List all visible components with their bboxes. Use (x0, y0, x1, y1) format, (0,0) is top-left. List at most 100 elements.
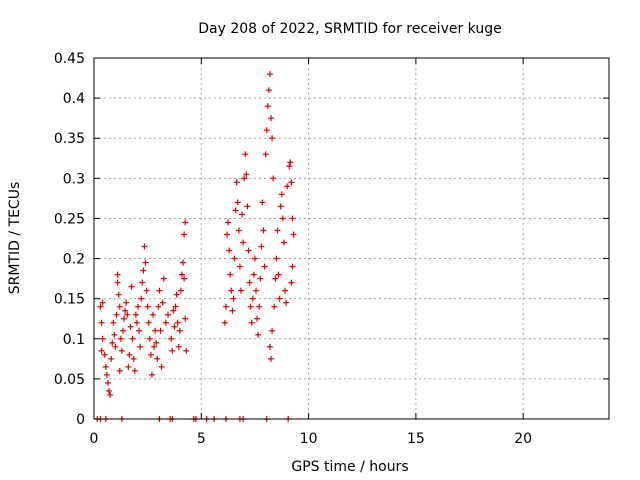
data-point (242, 151, 249, 158)
data-point (180, 259, 187, 266)
data-point (234, 199, 241, 206)
data-point (288, 179, 295, 186)
data-point (122, 307, 129, 314)
data-point (160, 275, 167, 282)
data-point (221, 319, 228, 326)
tick-layer: 0 0.05 0.1 0.15 0.2 0.25 0.3 0.35 0.4 0.45 0 5 10 15 2… (54, 51, 609, 447)
y-tick-label: 0.45 (54, 51, 85, 67)
data-point (233, 179, 240, 186)
data-point (157, 327, 164, 334)
data-point (260, 227, 267, 234)
data-point (266, 71, 273, 78)
data-point (148, 371, 155, 378)
data-point (111, 331, 118, 338)
data-point (230, 295, 237, 302)
data-point (246, 279, 253, 286)
data-point (277, 203, 284, 210)
data-points (94, 71, 297, 422)
data-point (227, 271, 234, 278)
data-point (126, 351, 133, 358)
data-point (264, 103, 271, 110)
data-point (137, 343, 144, 350)
y-tick-label: 0 (76, 412, 85, 428)
data-point (104, 379, 111, 386)
data-point (270, 175, 277, 182)
data-point (283, 299, 290, 306)
data-point (124, 311, 131, 318)
data-point (144, 303, 151, 310)
data-point (284, 183, 291, 190)
data-point (237, 287, 244, 294)
x-tick-label: 20 (514, 431, 532, 447)
data-point (116, 367, 123, 374)
data-point (225, 219, 232, 226)
x-tick-label: 15 (407, 431, 425, 447)
data-point (253, 287, 260, 294)
data-point (288, 279, 295, 286)
data-point (182, 219, 189, 226)
data-point (106, 387, 113, 394)
data-point (182, 315, 189, 322)
data-point (130, 355, 137, 362)
data-point (263, 127, 270, 134)
data-point (287, 159, 294, 166)
y-tick-label: 0.2 (63, 252, 85, 268)
data-point (269, 135, 276, 142)
data-point (275, 271, 282, 278)
data-point (183, 347, 190, 354)
y-tick-label: 0.25 (54, 211, 85, 227)
data-point (169, 347, 176, 354)
data-point (255, 331, 262, 338)
data-point (128, 283, 135, 290)
data-point (112, 343, 119, 350)
data-point (136, 327, 143, 334)
data-point (222, 303, 229, 310)
data-point (97, 303, 104, 310)
data-point (141, 243, 148, 250)
data-point (172, 303, 179, 310)
data-point (226, 247, 233, 254)
data-point (121, 315, 128, 322)
data-point (102, 363, 109, 370)
data-point (142, 259, 149, 266)
data-point (101, 351, 108, 358)
x-tick-label: 0 (90, 431, 99, 447)
data-point (116, 303, 123, 310)
data-point (272, 275, 279, 282)
data-point (177, 287, 184, 294)
data-point (173, 291, 180, 298)
data-point (165, 311, 172, 318)
data-point (257, 275, 264, 282)
data-point (125, 363, 132, 370)
data-point (248, 319, 255, 326)
data-point (118, 347, 125, 354)
data-point (154, 355, 161, 362)
data-point (256, 303, 263, 310)
y-tick-label: 0.4 (63, 91, 85, 107)
data-point (123, 299, 130, 306)
data-point (98, 347, 105, 354)
data-point (133, 319, 140, 326)
data-point (171, 323, 178, 330)
data-point (155, 303, 162, 310)
data-point (271, 303, 278, 310)
data-point (162, 319, 169, 326)
x-tick-label: 10 (300, 431, 318, 447)
data-point (278, 191, 285, 198)
data-point (243, 171, 250, 178)
data-point (168, 335, 175, 342)
data-point (280, 239, 287, 246)
data-point (114, 279, 121, 286)
data-point (174, 319, 181, 326)
data-point (279, 215, 286, 222)
data-point (147, 351, 154, 358)
data-point (117, 335, 124, 342)
data-point (249, 295, 256, 302)
data-point (289, 263, 296, 270)
x-axis-label: GPS time / hours (291, 459, 408, 475)
data-point (158, 363, 165, 370)
data-point (244, 203, 251, 210)
data-point (127, 323, 134, 330)
data-point (235, 227, 242, 234)
data-point (228, 287, 235, 294)
